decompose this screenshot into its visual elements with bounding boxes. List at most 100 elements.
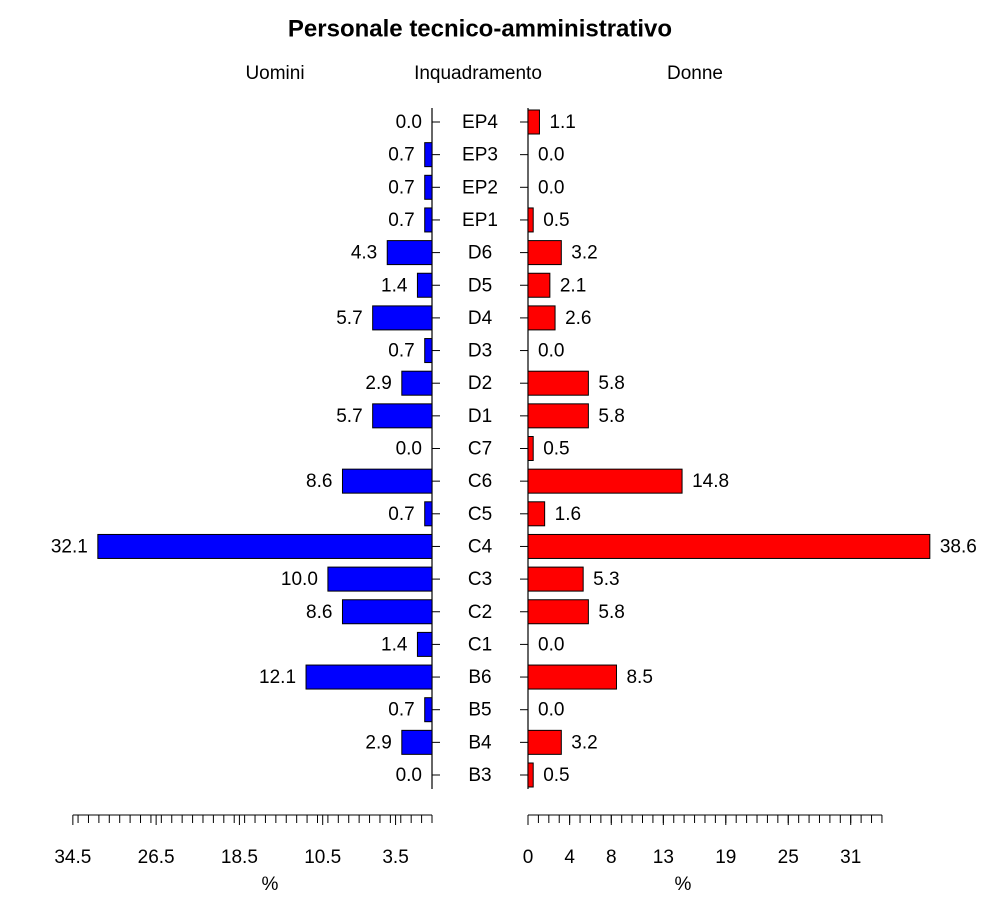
value-label: 0.0 [538, 145, 564, 166]
category-label: C4 [468, 536, 493, 557]
category-label: EP4 [462, 112, 498, 133]
bar [527, 468, 683, 494]
value-label: 0.0 [396, 765, 422, 786]
x-tick-label: 13 [653, 847, 674, 868]
value-label: 4.3 [351, 243, 377, 264]
x-tick-label: 34.5 [54, 847, 91, 868]
value-label: 0.0 [538, 341, 564, 362]
category-label: C2 [468, 602, 492, 623]
bar [527, 533, 931, 559]
category-label: D1 [468, 406, 492, 427]
bar [97, 533, 433, 559]
category-label: EP3 [462, 145, 498, 166]
bar [327, 566, 433, 592]
bar [401, 729, 433, 755]
value-label: 10.0 [281, 569, 318, 590]
category-label: D2 [468, 373, 492, 394]
x-tick-label: 0 [523, 847, 534, 868]
bar [527, 664, 617, 690]
value-label: 8.6 [306, 602, 332, 623]
category-label: EP1 [462, 210, 498, 231]
category-label: EP2 [462, 177, 498, 198]
bar [527, 729, 562, 755]
x-tick-label: 31 [840, 847, 861, 868]
value-label: 0.7 [388, 145, 414, 166]
category-label: C5 [468, 504, 492, 525]
category-label: B6 [468, 667, 491, 688]
value-label: 0.0 [538, 634, 564, 655]
value-label: 0.7 [388, 210, 414, 231]
chart-title: Personale tecnico-amministrativo [288, 15, 672, 42]
bar [424, 338, 433, 364]
value-label: 8.5 [626, 667, 652, 688]
bar [305, 664, 433, 690]
bar [424, 207, 433, 233]
bar [527, 436, 534, 461]
value-label: 0.5 [543, 210, 569, 231]
category-label: D5 [468, 275, 492, 296]
x-tick-label: 8 [606, 847, 617, 868]
category-label: D6 [468, 243, 492, 264]
value-label: 2.6 [565, 308, 591, 329]
value-label: 1.6 [555, 504, 581, 525]
value-label: 14.8 [692, 471, 729, 492]
category-label: B4 [468, 732, 492, 753]
value-label: 0.0 [538, 700, 564, 721]
value-label: 5.8 [598, 373, 624, 394]
value-label: 0.0 [396, 112, 422, 133]
bar [372, 305, 433, 331]
x-tick-label: 26.5 [138, 847, 175, 868]
bar [386, 240, 433, 266]
value-label: 3.2 [571, 243, 597, 264]
value-label: 0.7 [388, 504, 414, 525]
category-label: C3 [468, 569, 492, 590]
bar [527, 272, 551, 298]
bar [341, 599, 433, 625]
bar [341, 468, 433, 494]
value-label: 0.7 [388, 341, 414, 362]
center-header: Inquadramento [414, 63, 542, 84]
category-label: C6 [468, 471, 492, 492]
category-label: D3 [468, 341, 492, 362]
value-label: 5.3 [593, 569, 619, 590]
x-tick-label: 19 [715, 847, 736, 868]
right-header: Donne [667, 63, 723, 84]
value-label: 0.5 [543, 439, 569, 460]
value-label: 0.5 [543, 765, 569, 786]
value-label: 2.9 [365, 373, 391, 394]
x-axis-label: % [675, 874, 692, 895]
category-label: B3 [468, 765, 491, 786]
x-tick-label: 10.5 [304, 847, 341, 868]
x-axis-label: % [262, 874, 279, 895]
bar [527, 599, 589, 625]
value-label: 5.7 [336, 308, 362, 329]
category-label: C7 [468, 439, 492, 460]
bar [527, 305, 556, 331]
category-label: D4 [468, 308, 493, 329]
value-label: 1.4 [381, 634, 408, 655]
value-label: 32.1 [51, 536, 88, 557]
x-tick-label: 4 [564, 847, 575, 868]
category-label: B5 [468, 700, 491, 721]
bar [527, 566, 584, 592]
x-tick-label: 3.5 [382, 847, 408, 868]
bar [527, 501, 546, 527]
value-label: 5.8 [598, 602, 624, 623]
x-tick-label: 25 [778, 847, 799, 868]
x-tick-label: 18.5 [221, 847, 258, 868]
value-label: 1.1 [549, 112, 575, 133]
value-label: 5.7 [336, 406, 362, 427]
bar [424, 501, 433, 527]
bar [527, 109, 540, 135]
category-label: C1 [468, 634, 492, 655]
bar [527, 207, 534, 233]
value-label: 3.2 [571, 732, 597, 753]
bar [527, 403, 589, 429]
value-label: 0.0 [538, 177, 564, 198]
bar [416, 631, 433, 657]
left-header: Uomini [245, 63, 304, 84]
value-label: 2.1 [560, 275, 586, 296]
bar [416, 272, 433, 298]
bar [401, 370, 433, 396]
